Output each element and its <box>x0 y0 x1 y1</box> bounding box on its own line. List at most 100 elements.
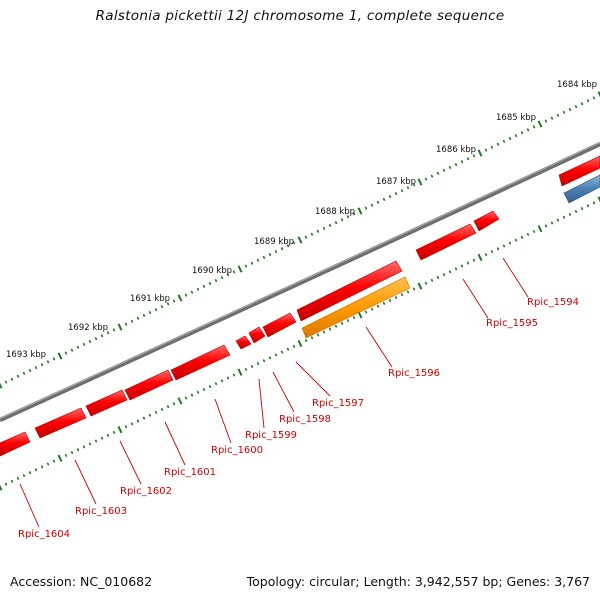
scale-tick <box>0 484 3 491</box>
scale-tick <box>177 397 183 405</box>
gene-label-rpic-1596[interactable]: Rpic_1596 <box>388 368 440 379</box>
scale-tick <box>514 238 518 242</box>
chromosome-backbone-highlight <box>0 141 600 420</box>
scale-tick <box>526 128 530 132</box>
scale-tick <box>417 282 423 290</box>
scale-tick <box>148 310 152 315</box>
gene-label-rpic-1594[interactable]: Rpic_1594 <box>527 297 579 308</box>
scale-tick <box>472 258 476 262</box>
scale-tick <box>556 113 560 117</box>
scale-tick <box>0 382 3 389</box>
scale-tick <box>202 387 206 392</box>
scale-tick <box>124 322 128 326</box>
gene-arrow-rpic-1604 <box>0 431 31 457</box>
scale-tick <box>406 186 410 190</box>
scale-label-1689: 1689 kbp <box>254 237 294 247</box>
scale-tick <box>286 244 290 248</box>
scale-tick <box>340 218 344 222</box>
scale-tick <box>256 361 260 366</box>
scale-tick <box>508 241 512 245</box>
scale-tick <box>496 142 500 146</box>
gene-label-rpic-1600[interactable]: Rpic_1600 <box>211 445 263 456</box>
scale-label-1691: 1691 kbp <box>130 294 170 304</box>
scale-tick <box>57 454 63 462</box>
scale-tick <box>100 334 104 338</box>
gene-arrow-rpic-1599 <box>248 326 266 344</box>
scale-tick <box>556 218 560 222</box>
scale-tick <box>454 267 458 271</box>
leader-rpic-1595 <box>462 278 489 319</box>
leader-rpic-1601 <box>164 421 186 466</box>
scale-tick <box>70 348 74 352</box>
gene-label-rpic-1601[interactable]: Rpic_1601 <box>164 467 216 478</box>
scale-tick <box>172 402 176 406</box>
leader-rpic-1594 <box>502 257 529 298</box>
scale-tick <box>268 356 272 360</box>
scale-label-1686: 1686 kbp <box>436 145 476 155</box>
scale-tick <box>220 379 224 383</box>
gene-label-rpic-1595[interactable]: Rpic_1595 <box>486 318 538 329</box>
gene-label-rpic-1602[interactable]: Rpic_1602 <box>120 486 172 497</box>
scale-tick <box>496 247 500 251</box>
scale-tick <box>520 235 524 239</box>
scale-tick <box>130 319 134 323</box>
scale-tick <box>334 324 338 328</box>
gene-label-rpic-1604[interactable]: Rpic_1604 <box>18 529 70 540</box>
scale-tick <box>580 206 584 211</box>
gene-label-rpic-1598[interactable]: Rpic_1598 <box>279 414 331 425</box>
scale-tick <box>4 482 8 486</box>
chromosome-backbone <box>0 141 600 423</box>
gene-arrow-offscreen <box>558 155 600 187</box>
scale-tick <box>130 422 134 426</box>
scale-tick <box>190 393 194 397</box>
scale-tick <box>166 302 170 306</box>
scale-tick <box>297 339 303 348</box>
scale-tick <box>292 344 296 348</box>
scale-tick <box>508 136 512 141</box>
scale-tick <box>40 465 44 469</box>
scale-tick <box>76 448 80 452</box>
leader-rpic-1597 <box>295 361 331 397</box>
gene-arrow-rpic-1602 <box>85 389 128 417</box>
scale-tick <box>376 304 380 308</box>
scale-tick <box>477 149 483 157</box>
scale-tick <box>148 413 152 417</box>
scale-tick <box>502 244 506 248</box>
scale-tick <box>10 377 14 381</box>
scale-tick <box>297 236 303 244</box>
scale-tick <box>562 215 566 219</box>
scale-tick <box>34 365 38 370</box>
scale-tick <box>430 174 434 178</box>
scale-tick <box>250 261 254 265</box>
scale-tick <box>286 347 290 351</box>
scale-tick <box>190 290 194 294</box>
scale-tick <box>400 293 404 297</box>
gene-label-rpic-1597[interactable]: Rpic_1597 <box>312 398 364 409</box>
scale-tick <box>94 439 98 443</box>
scale-tick <box>52 459 56 463</box>
scale-tick <box>364 206 368 210</box>
scale-tick <box>328 223 332 228</box>
scale-tick <box>382 301 386 305</box>
scale-tick <box>490 250 494 254</box>
leader-rpic-1604 <box>19 483 40 528</box>
scale-tick <box>550 116 554 120</box>
scale-tick <box>117 323 123 331</box>
scale-tick <box>382 197 386 202</box>
scale-tick <box>580 102 584 106</box>
scale-tick <box>136 419 140 423</box>
scale-label-1685: 1685 kbp <box>496 113 536 123</box>
gene-arrow-rpic-1594 <box>473 210 500 232</box>
gene-label-rpic-1599[interactable]: Rpic_1599 <box>245 430 297 441</box>
scale-tick <box>28 471 32 475</box>
scale-tick <box>22 371 26 376</box>
scale-tick <box>316 229 320 233</box>
gene-arrow-rpic-1603 <box>34 407 87 439</box>
scale-tick <box>352 316 356 320</box>
leader-rpic-1599 <box>258 378 265 429</box>
scale-tick <box>226 273 230 277</box>
scale-tick <box>586 204 590 208</box>
scale-tick <box>250 364 254 369</box>
gene-label-rpic-1603[interactable]: Rpic_1603 <box>75 506 127 517</box>
gene-arrow-rpic-1596 <box>301 276 411 339</box>
